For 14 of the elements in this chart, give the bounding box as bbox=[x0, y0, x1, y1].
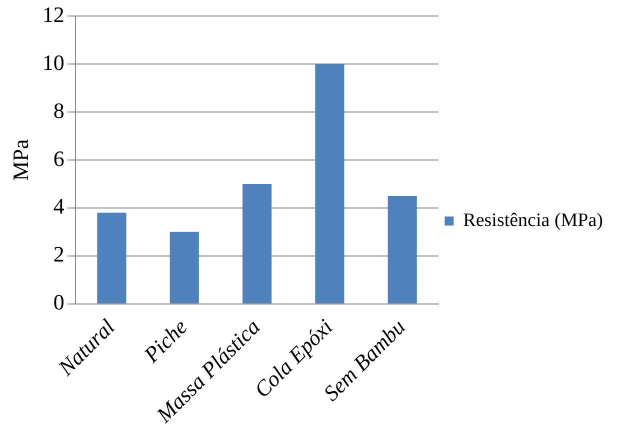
bar bbox=[170, 232, 199, 304]
bar bbox=[242, 184, 272, 304]
y-tick-label: 4 bbox=[53, 194, 64, 219]
y-tick-label: 12 bbox=[42, 2, 64, 27]
y-tick-label: 0 bbox=[53, 290, 64, 315]
y-tick-label: 2 bbox=[53, 242, 64, 267]
y-tick-label: 10 bbox=[42, 50, 64, 75]
y-tick-label: 8 bbox=[53, 98, 64, 123]
bar bbox=[97, 212, 126, 304]
bar bbox=[388, 196, 417, 304]
bar bbox=[315, 64, 344, 304]
y-axis-title: MPa bbox=[8, 139, 33, 181]
legend-label: Resistência (MPa) bbox=[463, 210, 603, 231]
y-tick-label: 6 bbox=[53, 146, 64, 171]
